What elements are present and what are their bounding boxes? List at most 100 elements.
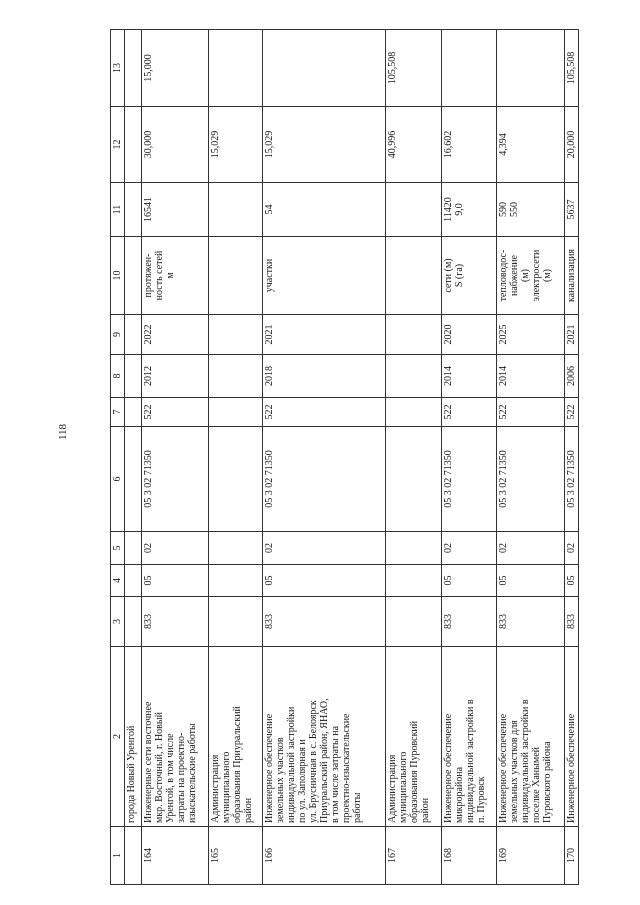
table-cell-col-1: 168	[441, 826, 497, 885]
table-cell-col-8: 2014	[441, 354, 497, 398]
table-cell-col-9	[124, 314, 142, 355]
column-header-8: 8	[110, 354, 125, 398]
column-header-12: 12	[110, 106, 125, 183]
table-cell-col-3	[124, 596, 142, 647]
table-cell-col-1: 166	[262, 826, 386, 885]
table-cell-col-7: 522	[564, 397, 579, 427]
table-cell-col-13: 105,508	[564, 29, 579, 107]
table-cell-col-7: 522	[496, 397, 565, 427]
table-cell-col-6: 05 3 02 71350	[496, 426, 565, 532]
table-cell-col-7: 522	[441, 397, 497, 427]
table-cell-col-3: 833	[496, 596, 565, 647]
table-cell-col-3	[208, 596, 263, 647]
table-row: 167 Администрация муниципального образова…	[385, 29, 442, 885]
table-cell-col-6	[124, 426, 142, 532]
table-cell-col-1: 167	[385, 826, 442, 885]
table-cell-col-10: протяжен- ность сетей м	[141, 236, 209, 315]
table-cell-col-3: 833	[441, 596, 497, 647]
column-header-11: 11	[110, 182, 125, 237]
table-cell-col-13	[441, 29, 497, 107]
table-cell-col-7	[124, 397, 142, 427]
table-cell-col-9: 2022	[141, 314, 209, 355]
table-cell-col-6	[385, 426, 442, 532]
column-header-6: 6	[110, 426, 125, 532]
table-cell-col-4: 05	[441, 564, 497, 597]
table-cell-col-10: сети (м) S (га)	[441, 236, 497, 315]
column-header-13: 13	[110, 29, 125, 107]
column-header-5: 5	[110, 531, 125, 565]
table-cell-col-4	[208, 564, 263, 597]
column-header-3: 3	[110, 596, 125, 647]
table-cell-col-2: Инженерное обеспечение	[564, 646, 579, 827]
table-cell-col-13	[124, 29, 142, 107]
table-cell-col-5: 02	[496, 531, 565, 565]
table-cell-col-11: 590 550	[496, 182, 565, 237]
table-cell-col-11	[385, 182, 442, 237]
column-header-9: 9	[110, 314, 125, 355]
table-cell-col-10: канализация	[564, 236, 579, 315]
table-row: 164 Инженерные сети восточнее мкр. Восточ…	[141, 29, 209, 885]
table-cell-col-5: 02	[441, 531, 497, 565]
table-cell-col-5: 02	[564, 531, 579, 565]
column-header-10: 10	[110, 236, 125, 315]
table-cell-col-2: Администрация муниципального образования…	[385, 646, 442, 827]
table-cell-col-8	[385, 354, 442, 398]
column-header-1: 1	[110, 826, 125, 885]
table-cell-col-7: 522	[262, 397, 386, 427]
table-cell-col-8: 2006	[564, 354, 579, 398]
table-row: 166 Инженерное обеспечение земельных учас…	[262, 29, 386, 885]
header-row: 1 2 3 4 5 6 7 8 9 10 11 12 13	[110, 29, 125, 885]
table-cell-col-8	[124, 354, 142, 398]
table-cell-col-10: тепловодос- набжение (м) электросети (м)	[496, 236, 565, 315]
table-cell-col-3: 833	[262, 596, 386, 647]
table-cell-col-8: 2014	[496, 354, 565, 398]
table-cell-col-10: участки	[262, 236, 386, 315]
table-cell-col-8: 2012	[141, 354, 209, 398]
column-header-2: 2	[110, 646, 125, 827]
table-cell-col-4: 05	[141, 564, 209, 597]
table-cell-col-6: 05 3 02 71350	[141, 426, 209, 532]
table-cell-col-10	[124, 236, 142, 315]
budget-table: 1 2 3 4 5 6 7 8 9 10 11 12 13 города Новый Уренгой 16…	[110, 29, 579, 885]
table-cell-col-11	[124, 182, 142, 237]
table-cell-col-12: 4,394	[496, 106, 565, 183]
table-cell-col-7	[385, 397, 442, 427]
table-cell-col-5	[208, 531, 263, 565]
table-cell-col-4: 05	[262, 564, 386, 597]
table-cell-col-9	[385, 314, 442, 355]
table-cell-col-10	[385, 236, 442, 315]
table-cell-col-9: 2021	[262, 314, 386, 355]
table-cell-col-1: 164	[141, 826, 209, 885]
table-cell-col-6: 05 3 02 71350	[441, 426, 497, 532]
table-cell-col-12: 20,000	[564, 106, 579, 183]
table-cell-col-2: Инженерное обеспечение земельных участко…	[262, 646, 386, 827]
table-cell-col-1: 165	[208, 826, 263, 885]
table-cell-col-9: 2025	[496, 314, 565, 355]
table-cell-col-12: 16,602	[441, 106, 497, 183]
table-cell-col-13: 105,508	[385, 29, 442, 107]
table-cell-col-1: 170	[564, 826, 579, 885]
table-cell-col-13	[208, 29, 263, 107]
table-row: 168 Инженерное обеспечение микрорайона ин…	[441, 29, 497, 885]
table-row: 169 Инженерное обеспечение земельных учас…	[496, 29, 565, 885]
table-cell-col-1: 169	[496, 826, 565, 885]
table-cell-col-7	[208, 397, 263, 427]
table-cell-col-6: 05 3 02 71350	[564, 426, 579, 532]
table-cell-col-2: Инженерные сети восточнее мкр. Восточный…	[141, 646, 209, 827]
table-cell-col-9: 2020	[441, 314, 497, 355]
table-cell-col-12: 40,996	[385, 106, 442, 183]
table-cell-col-13: 15,000	[141, 29, 209, 107]
table-cell-col-7: 522	[141, 397, 209, 427]
column-header-4: 4	[110, 564, 125, 597]
table-cell-col-9: 2021	[564, 314, 579, 355]
page-number: 118	[57, 423, 69, 441]
table-cell-col-1	[124, 826, 142, 885]
table-row: 165 Администрация муниципального образова…	[208, 29, 263, 885]
table-cell-col-12	[124, 106, 142, 183]
table-cell-col-4	[124, 564, 142, 597]
table-row: 170 Инженерное обеспечение 833 05 02 05 3 02 …	[564, 29, 579, 885]
table-cell-col-12: 15,029	[208, 106, 263, 183]
table-cell-col-5	[385, 531, 442, 565]
table-cell-col-13	[496, 29, 565, 107]
table-row: города Новый Уренгой	[124, 29, 142, 885]
